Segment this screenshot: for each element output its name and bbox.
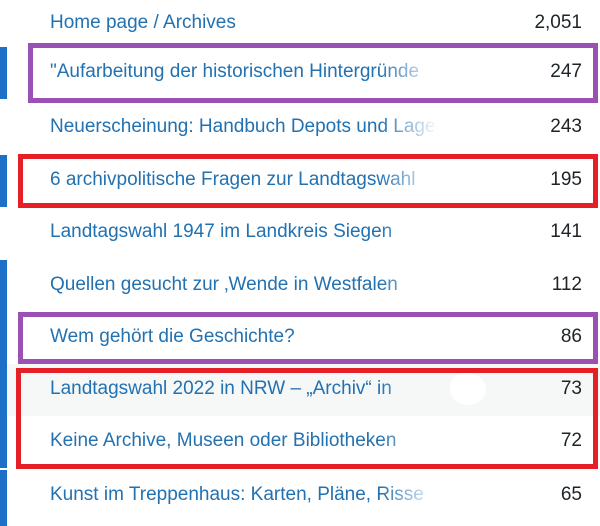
post-title-link[interactable]: 6 archivpolitische Fragen zur Landtagswa… [50,169,416,190]
post-title-link[interactable]: Quellen gesucht zur ‚Wende in Westfalen [50,274,398,295]
accent-bar [0,47,7,99]
list-item[interactable]: Quellen gesucht zur ‚Wende in Westfalen … [0,260,600,312]
view-count: 2,051 [534,12,582,33]
cursor-blot [450,373,486,405]
post-title-link[interactable]: Landtagswahl 2022 in NRW – „Archiv“ in [50,378,392,399]
list-item[interactable]: Kunst im Treppenhaus: Karten, Pläne, Ris… [0,470,600,526]
accent-bar [0,155,7,207]
post-title-link[interactable]: Neuerscheinung: Handbuch Depots und Lage… [50,116,438,137]
view-count: 65 [560,484,582,505]
post-title-link[interactable]: Landtagswahl 1947 im Landkreis Siegen [50,221,393,242]
view-count: 195 [550,169,582,190]
list-item[interactable]: 6 archivpolitische Fragen zur Landtagswa… [0,155,600,207]
view-count: 72 [560,430,582,451]
list-item[interactable]: Landtagswahl 2022 in NRW – „Archiv“ in 7… [0,364,600,416]
post-title-link[interactable]: "Aufarbeitung der historischen Hintergrü… [50,61,420,82]
view-count: 73 [560,378,582,399]
view-count: 86 [560,326,582,347]
accent-bar [0,416,7,468]
accent-bar [0,470,7,526]
view-count: 112 [551,274,582,295]
list-item[interactable]: Wem gehört die Geschichte? 86 [0,312,600,364]
post-title-link[interactable]: Kunst im Treppenhaus: Karten, Pläne, Ris… [50,484,424,505]
post-title-link[interactable]: Home page / Archives [50,12,236,33]
accent-bar [0,312,7,364]
view-count: 141 [550,221,582,242]
accent-bar [0,364,7,416]
list-item[interactable]: Keine Archive, Museen oder Bibliotheken … [0,416,600,468]
accent-bar [0,260,7,312]
post-title-link[interactable]: Wem gehört die Geschichte? [50,326,295,347]
list-item[interactable]: Neuerscheinung: Handbuch Depots und Lage… [0,102,600,154]
list-item[interactable]: "Aufarbeitung der historischen Hintergrü… [0,47,600,99]
list-item[interactable]: Landtagswahl 1947 im Landkreis Siegen 14… [0,207,600,259]
view-count: 247 [550,61,582,82]
post-title-link[interactable]: Keine Archive, Museen oder Bibliotheken [50,430,397,451]
list-item-home[interactable]: Home page / Archives 2,051 [0,0,600,46]
view-count: 243 [550,116,582,137]
